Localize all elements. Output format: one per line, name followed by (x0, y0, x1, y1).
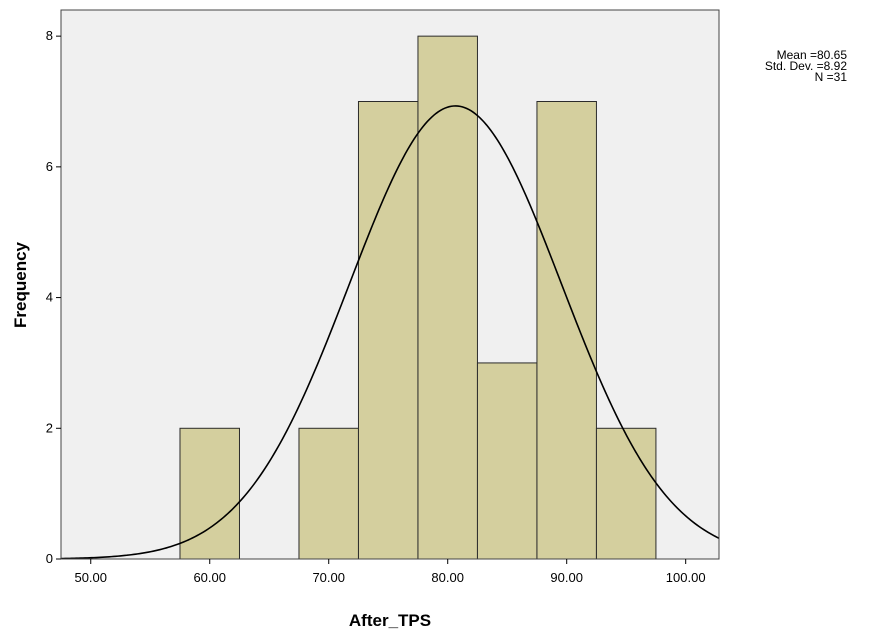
x-tick-label: 70.00 (312, 570, 345, 585)
plot-frame (60, 9, 720, 560)
histogram-bar-1 (179, 427, 240, 560)
x-tick-label: 100.00 (666, 570, 706, 585)
x-tick-label: 90.00 (550, 570, 583, 585)
bars-layer (179, 35, 657, 560)
y-tick-label: 0 (46, 551, 53, 566)
y-tick-label: 2 (46, 420, 53, 435)
stats-line-2: Std. Dev. =8.92 (765, 59, 847, 73)
x-axis: 50.00 60.00 70.00 80.00 90.00 100.00 (74, 559, 706, 585)
stats-line-1: Mean =80.65 (777, 48, 848, 62)
histogram-bar-3 (357, 101, 419, 560)
y-tick-label: 4 (46, 290, 53, 305)
x-tick-label: 50.00 (74, 570, 107, 585)
y-axis-title: Frequency (11, 241, 30, 328)
x-tick-label: 80.00 (431, 570, 464, 585)
x-axis-title: After_TPS (349, 611, 431, 630)
histogram-bar-5 (476, 362, 538, 560)
histogram-bar-7 (595, 427, 657, 560)
stats-line-3: N =31 (815, 70, 848, 84)
histogram-bar-6 (536, 101, 597, 560)
y-axis: 0 2 4 6 8 (46, 28, 61, 566)
histogram-bar-4 (417, 35, 478, 560)
x-tick-label: 60.00 (193, 570, 226, 585)
y-tick-label: 6 (46, 159, 53, 174)
normal-curve (60, 105, 720, 560)
y-tick-label: 8 (46, 28, 53, 43)
histogram-bar-2 (298, 427, 359, 560)
